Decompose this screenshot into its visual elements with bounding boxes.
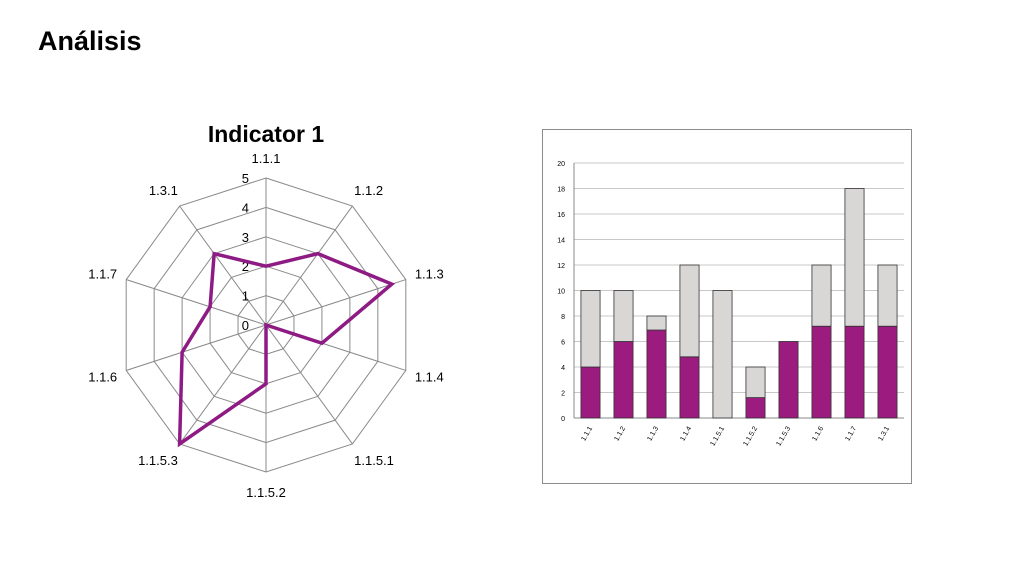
bar-segment-remainder [580,290,601,368]
bar-ytick-label: 0 [561,416,565,423]
bar-segment-primary [811,325,832,419]
radar-category-label: 1.1.2 [354,183,383,198]
bar-segment-primary [613,341,634,419]
bar-segment-remainder [745,366,766,399]
bar-segment-remainder [646,315,667,331]
bar-segment-primary [844,325,865,419]
bar-category-label: 1.1.7 [844,425,858,442]
bar-segment-primary [745,397,766,419]
radar-category-label: 1.1.4 [415,370,444,385]
bar-category-label: 1.1.4 [679,425,693,442]
radar-spoke [126,279,267,326]
radar-scale-label: 4 [242,200,249,215]
bar-segment-primary [877,325,898,419]
bar-segment-primary [646,329,667,419]
stacked-bar-chart: 0 2 4 6 8 10 12 14 16 18 20 1.1.1 1.1.2 1.1.3 1.1.4 1.1… [557,161,904,448]
slide-title: Análisis [38,26,142,56]
radar-chart: Indicator 1 0 1 2 3 4 51.1.1 1.1.2 1.1.3 1.1.4 1.1… [88,121,444,500]
bar-segment-primary [778,341,799,419]
bar-segment-remainder [811,264,832,327]
bar-ytick-label: 12 [557,263,565,270]
radar-scale-label: 0 [242,318,249,333]
radar-category-label: 1.1.7 [88,266,117,281]
bar-segment-remainder [712,290,733,419]
radar-category-label: 1.1.5.3 [138,453,178,468]
radar-spoke [265,324,353,445]
bar-segment-primary [580,366,601,419]
bar-ytick-label: 20 [557,161,565,168]
bar-category-label: 1.1.3 [646,425,660,442]
bar-ytick-label: 8 [561,314,565,321]
bar-category-label: 1.1.5.2 [742,425,759,447]
bar-ytick-label: 18 [557,187,565,194]
radar-spoke [179,205,267,326]
bar-category-label: 1.1.5.3 [775,425,792,447]
radar-title: Indicator 1 [208,121,325,147]
radar-category-label: 1.3.1 [149,183,178,198]
bar-ytick-label: 4 [561,365,565,372]
radar-series-line [177,251,396,448]
bar-category-label: 1.1.2 [613,425,627,442]
radar-scale-label: 2 [242,259,249,274]
radar-spoke [179,324,267,445]
bar-ytick-label: 6 [561,340,565,347]
bar-segment-remainder [844,188,865,327]
bar-ytick-label: 2 [561,391,565,398]
radar-scale-label: 1 [242,289,249,304]
radar-category-label: 1.1.6 [88,370,117,385]
radar-spoke [265,279,406,326]
radar-category-label: 1.1.5.2 [246,485,286,500]
bar-ytick-label: 10 [557,289,565,296]
bar-category-label: 1.1.6 [811,425,825,442]
bar-category-label: 1.1.1 [580,425,594,442]
radar-spoke [265,205,353,326]
bar-segment-remainder [679,264,700,358]
radar-category-label: 1.1.3 [415,266,444,281]
radar-category-label: 1.1.5.1 [354,453,394,468]
bar-ytick-label: 14 [557,238,565,245]
bar-category-label: 1.1.5.1 [709,425,726,447]
radar-category-label: 1.1.1 [252,151,281,166]
radar-scale-label: 5 [242,171,249,186]
bar-segment-remainder [877,264,898,327]
bar-category-label: 1.3.1 [877,425,891,442]
radar-scale-label: 3 [242,230,249,245]
bar-ytick-label: 16 [557,212,565,219]
bar-segment-primary [679,356,700,419]
bar-segment-remainder [613,290,634,342]
radar-spoke [126,324,267,371]
